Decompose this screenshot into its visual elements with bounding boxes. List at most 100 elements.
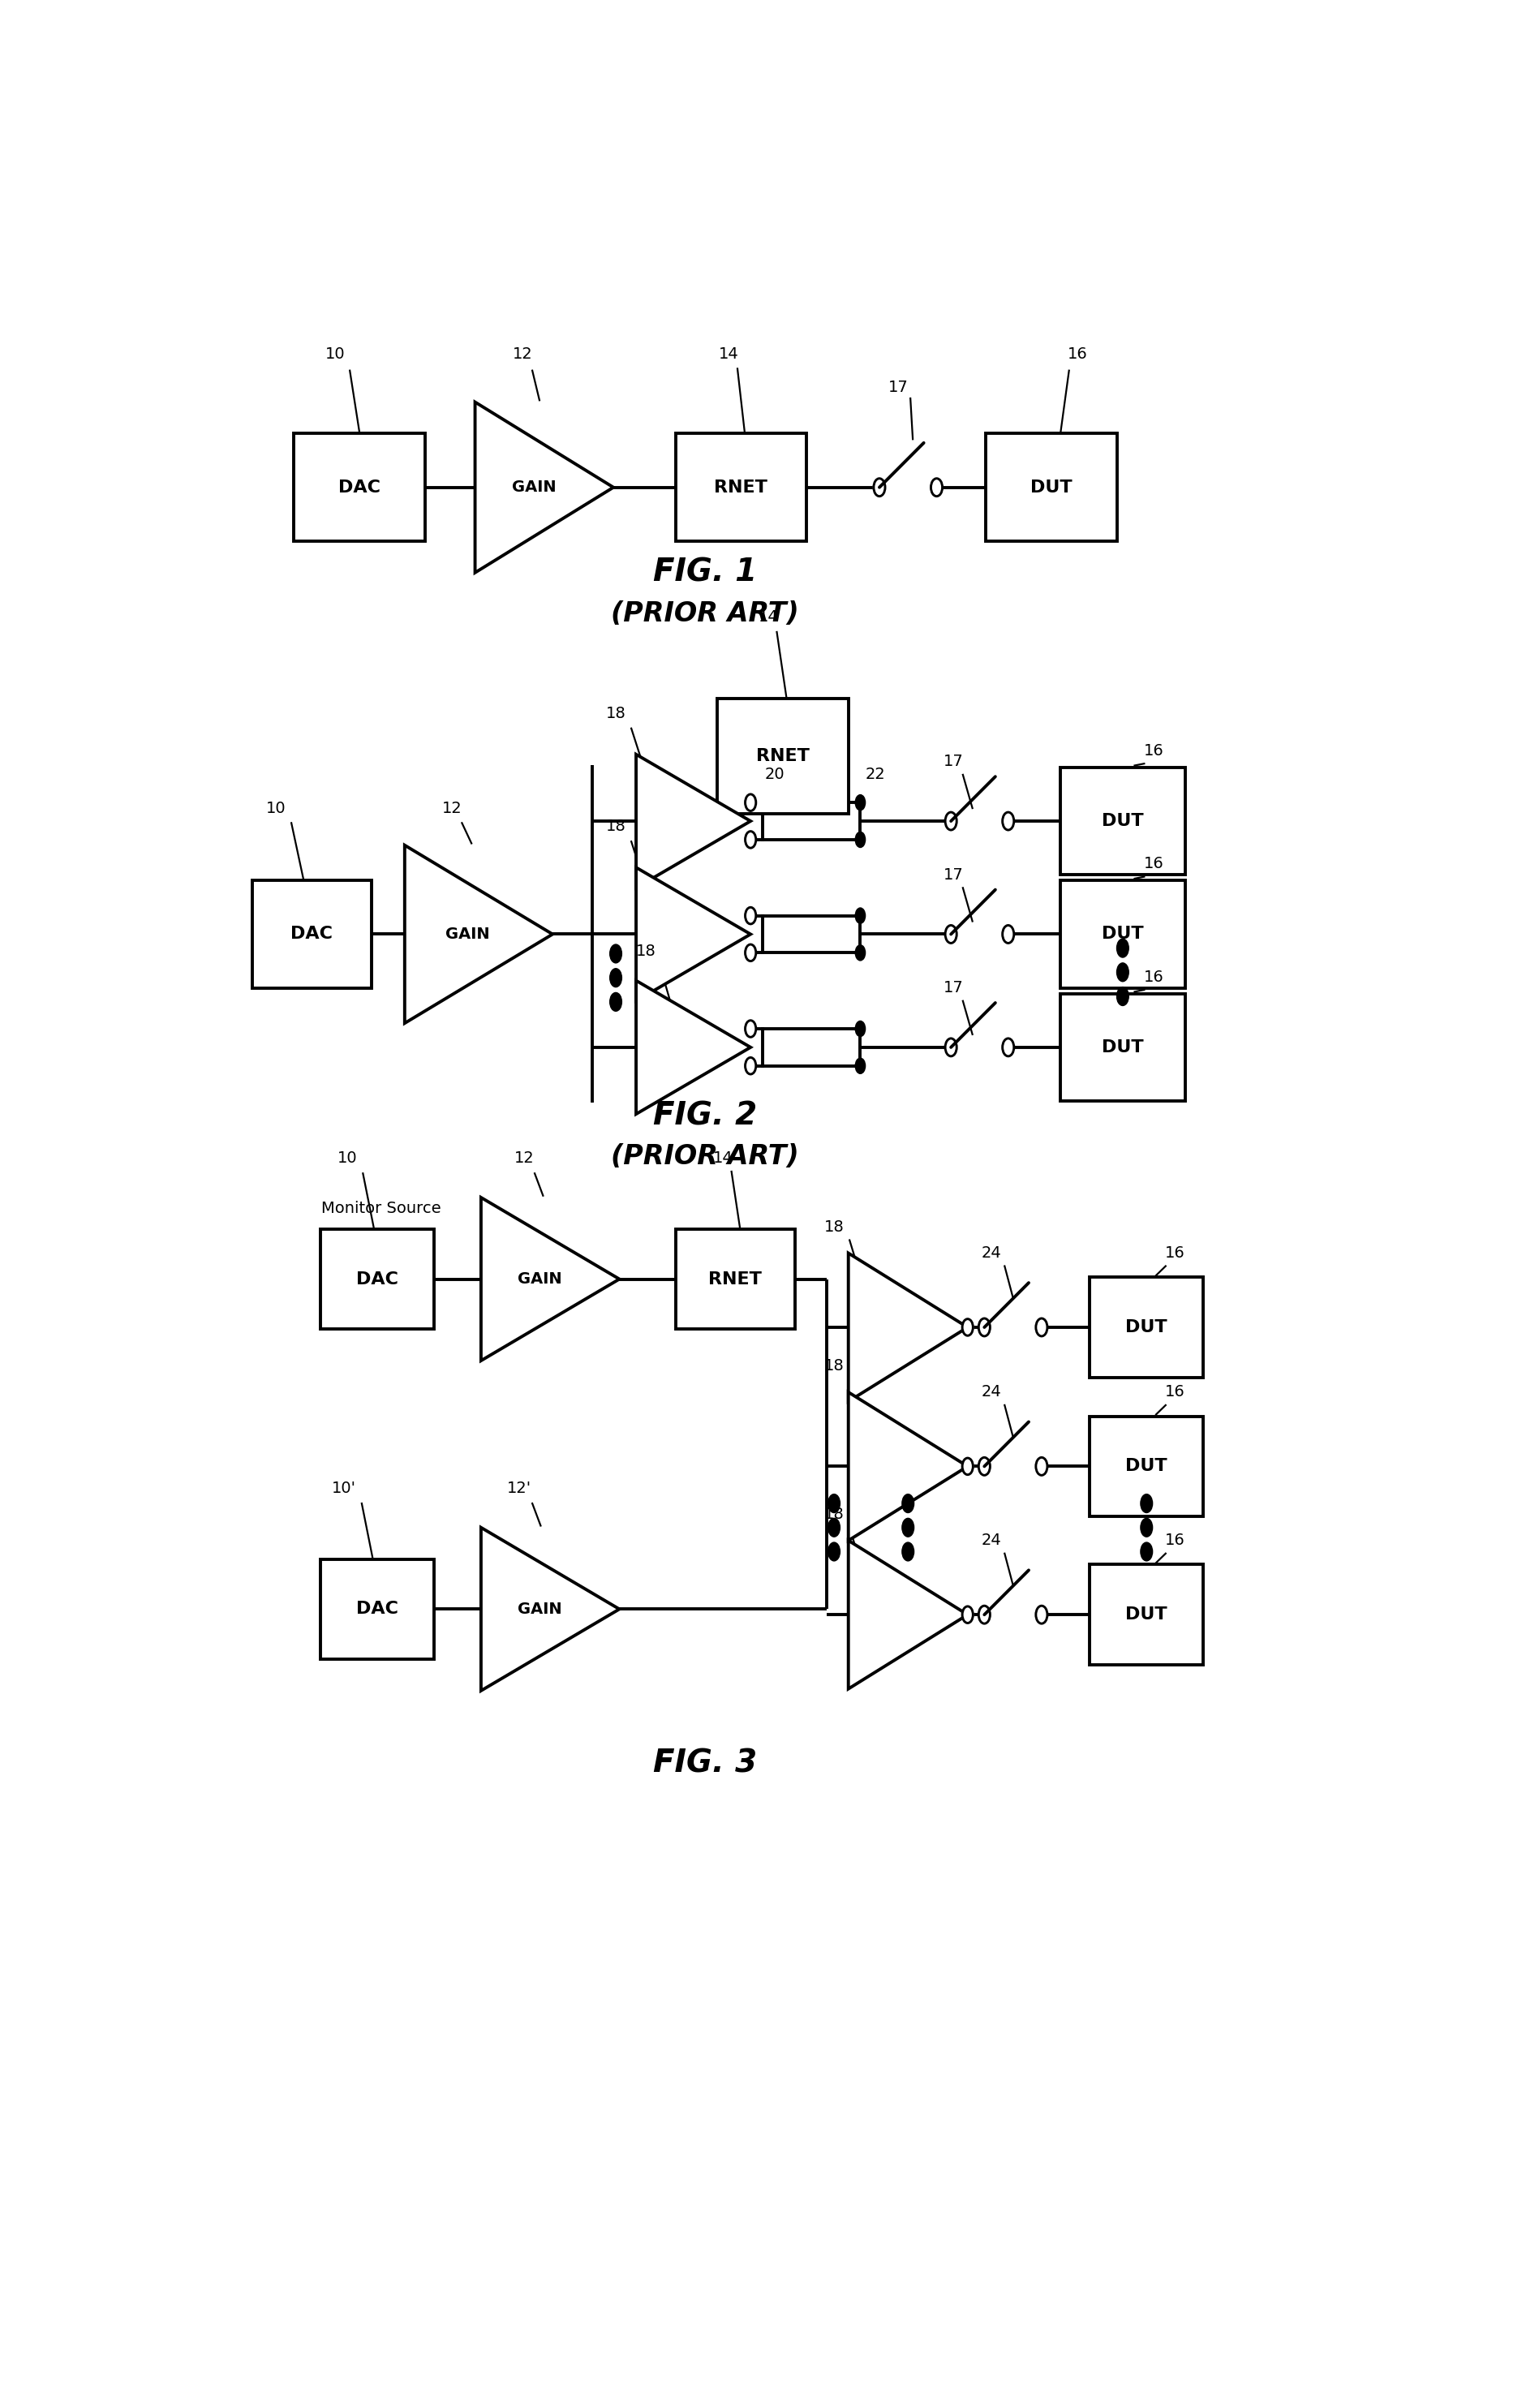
- Circle shape: [828, 1493, 840, 1512]
- FancyBboxPatch shape: [1090, 1416, 1203, 1517]
- Text: FIG. 3: FIG. 3: [653, 1748, 757, 1780]
- Circle shape: [1140, 1493, 1153, 1512]
- Text: 18: 18: [606, 819, 626, 836]
- Circle shape: [856, 1057, 865, 1074]
- FancyBboxPatch shape: [320, 1558, 434, 1659]
- Circle shape: [962, 1606, 973, 1623]
- Text: 12: 12: [514, 1151, 534, 1165]
- Text: 12': 12': [506, 1481, 531, 1495]
- Text: 18: 18: [823, 1358, 843, 1375]
- Polygon shape: [848, 1392, 968, 1541]
- Circle shape: [1117, 939, 1128, 958]
- Text: 17: 17: [943, 754, 963, 771]
- Text: 24: 24: [982, 1385, 1002, 1399]
- Circle shape: [609, 968, 622, 987]
- FancyBboxPatch shape: [1060, 768, 1185, 874]
- Circle shape: [609, 992, 622, 1011]
- Text: 10': 10': [332, 1481, 356, 1495]
- FancyBboxPatch shape: [676, 1228, 794, 1329]
- Polygon shape: [482, 1527, 619, 1690]
- Text: Stress Source: Stress Source: [322, 1572, 429, 1589]
- Circle shape: [945, 1038, 957, 1057]
- Text: DAC: DAC: [356, 1601, 399, 1618]
- Text: RNET: RNET: [714, 479, 768, 496]
- Text: 16: 16: [1143, 968, 1163, 985]
- FancyBboxPatch shape: [294, 433, 425, 542]
- FancyBboxPatch shape: [1060, 881, 1185, 987]
- FancyBboxPatch shape: [985, 433, 1117, 542]
- Circle shape: [945, 925, 957, 944]
- Text: (PRIOR ART): (PRIOR ART): [611, 600, 799, 626]
- Circle shape: [945, 811, 957, 831]
- Polygon shape: [848, 1541, 968, 1688]
- Text: GAIN: GAIN: [445, 927, 489, 942]
- Circle shape: [979, 1320, 990, 1336]
- Text: RNET: RNET: [708, 1271, 762, 1288]
- Circle shape: [856, 795, 865, 811]
- Polygon shape: [636, 754, 751, 889]
- Circle shape: [856, 1021, 865, 1035]
- Circle shape: [979, 1457, 990, 1476]
- Polygon shape: [405, 845, 553, 1023]
- Circle shape: [745, 1057, 756, 1074]
- Polygon shape: [476, 402, 614, 573]
- Polygon shape: [636, 867, 751, 1002]
- Circle shape: [1002, 1038, 1014, 1057]
- Circle shape: [1002, 925, 1014, 944]
- Text: 10: 10: [266, 799, 286, 816]
- Circle shape: [902, 1493, 914, 1512]
- Circle shape: [745, 795, 756, 811]
- Text: 16: 16: [1068, 347, 1088, 361]
- Circle shape: [856, 908, 865, 922]
- Text: 10: 10: [326, 347, 345, 361]
- Circle shape: [609, 944, 622, 963]
- Circle shape: [1140, 1519, 1153, 1536]
- Text: 18: 18: [606, 706, 626, 722]
- Text: 17: 17: [888, 380, 908, 395]
- Text: 14: 14: [713, 1151, 733, 1165]
- Circle shape: [962, 1320, 973, 1336]
- Text: 14: 14: [759, 609, 779, 624]
- Text: 14: 14: [719, 347, 739, 361]
- FancyBboxPatch shape: [320, 1228, 434, 1329]
- Text: RNET: RNET: [756, 749, 810, 763]
- Text: 18: 18: [823, 1218, 843, 1235]
- Text: 16: 16: [1165, 1534, 1185, 1548]
- Text: DUT: DUT: [1125, 1320, 1168, 1336]
- Text: GAIN: GAIN: [511, 479, 556, 496]
- Circle shape: [931, 479, 942, 496]
- Circle shape: [856, 831, 865, 848]
- Text: 17: 17: [943, 867, 963, 884]
- Circle shape: [745, 944, 756, 961]
- Text: 16: 16: [1143, 855, 1163, 872]
- Circle shape: [1117, 987, 1128, 1007]
- Text: 24: 24: [982, 1245, 1002, 1262]
- Circle shape: [1140, 1544, 1153, 1560]
- Text: DAC: DAC: [339, 479, 380, 496]
- Text: DUT: DUT: [1102, 814, 1143, 828]
- Circle shape: [856, 944, 865, 961]
- Text: 16: 16: [1143, 744, 1163, 759]
- Text: 24: 24: [982, 1534, 1002, 1548]
- Circle shape: [1036, 1606, 1048, 1623]
- Text: DUT: DUT: [1102, 927, 1143, 942]
- Text: GAIN: GAIN: [517, 1601, 562, 1616]
- Text: (PRIOR ART): (PRIOR ART): [611, 1144, 799, 1170]
- Text: FIG. 2: FIG. 2: [653, 1100, 757, 1132]
- Polygon shape: [636, 980, 751, 1115]
- Text: 18: 18: [636, 944, 656, 958]
- Text: GAIN: GAIN: [517, 1271, 562, 1286]
- FancyBboxPatch shape: [1090, 1276, 1203, 1377]
- Circle shape: [1036, 1457, 1048, 1476]
- Text: 22: 22: [865, 768, 885, 783]
- Circle shape: [745, 1021, 756, 1038]
- Text: 20: 20: [765, 768, 785, 783]
- Polygon shape: [482, 1197, 619, 1361]
- Circle shape: [962, 1457, 973, 1474]
- Circle shape: [745, 908, 756, 925]
- Circle shape: [874, 479, 885, 496]
- Text: DUT: DUT: [1125, 1459, 1168, 1474]
- Circle shape: [902, 1544, 914, 1560]
- Circle shape: [1036, 1320, 1048, 1336]
- FancyBboxPatch shape: [1090, 1565, 1203, 1664]
